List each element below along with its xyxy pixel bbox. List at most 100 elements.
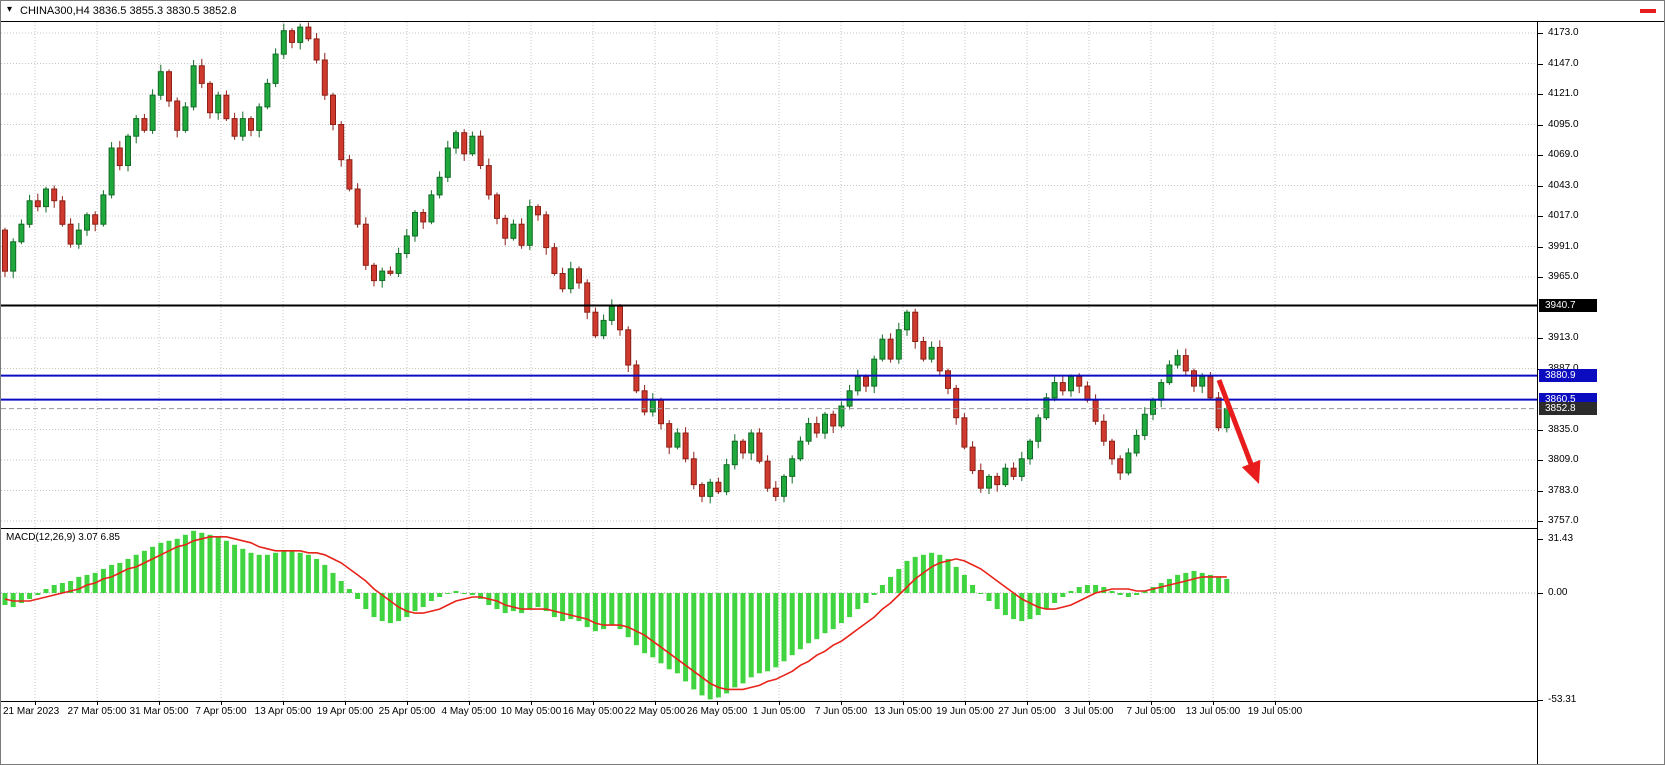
- candle: [1010, 462, 1017, 480]
- price-scale[interactable]: 4173.0 4147.0 4121.0 4095.0 4069.0 4043.0 4017…: [1537, 22, 1664, 764]
- panel-splitter[interactable]: [1, 528, 1664, 529]
- candle: [338, 121, 345, 167]
- candle: [1051, 376, 1058, 402]
- candle: [215, 91, 222, 120]
- candle: [772, 481, 779, 502]
- candle: [2, 227, 8, 277]
- candle: [346, 155, 353, 192]
- down-arrow-annotation[interactable]: [1216, 379, 1261, 484]
- time-scale[interactable]: 21 Mar 2023 27 Mar 05:00 31 Mar 05:00 7 Apr…: [1, 702, 1537, 764]
- candle: [756, 428, 763, 464]
- macd-signal-line: [4, 536, 1227, 691]
- price-chart-panel[interactable]: [1, 22, 1537, 529]
- candle: [67, 218, 74, 248]
- candle: [502, 214, 509, 246]
- candle: [1035, 414, 1042, 449]
- time-tick-mark: [1151, 702, 1152, 705]
- candle: [740, 438, 746, 459]
- price-tick-label: 4095.0: [1548, 118, 1579, 130]
- candle: [871, 355, 878, 394]
- bottom-border: [1, 701, 1664, 702]
- time-tick-mark: [1275, 702, 1276, 705]
- price-tick-label: 4043.0: [1548, 179, 1579, 191]
- macd-tick-label: -53.31: [1548, 694, 1577, 706]
- candle: [559, 267, 566, 293]
- candle: [485, 158, 492, 200]
- candle: [330, 92, 336, 131]
- main-grid: [1, 22, 1537, 529]
- candle: [321, 52, 328, 100]
- candle: [969, 441, 976, 475]
- price-tick-mark: [1538, 277, 1543, 278]
- time-tick-label: 1 Jun 05:00: [752, 706, 806, 717]
- candle: [84, 212, 90, 236]
- macd-indicator-label: MACD(12,26,9) 3.07 6.85: [6, 532, 120, 543]
- candle: [789, 455, 796, 484]
- price-tick-label: 3913.0: [1548, 332, 1579, 343]
- time-tick-mark: [965, 702, 966, 705]
- time-tick-label: 7 Apr 05:00: [195, 706, 247, 717]
- price-level-badge[interactable]: 3940.7: [1539, 298, 1597, 312]
- candle: [141, 113, 148, 133]
- candle: [994, 472, 1001, 492]
- candle: [526, 199, 533, 250]
- candle: [469, 131, 476, 157]
- price-tick-label: 4069.0: [1548, 149, 1579, 160]
- candle: [1002, 463, 1009, 487]
- candle: [231, 112, 238, 140]
- candle: [625, 326, 632, 372]
- macd-indicator-panel[interactable]: [1, 529, 1537, 701]
- candle: [198, 58, 205, 89]
- candle: [305, 22, 312, 42]
- candle: [108, 142, 115, 199]
- candle: [34, 193, 41, 212]
- candle: [633, 360, 640, 394]
- candle: [18, 219, 25, 245]
- red-marker-icon: [1640, 9, 1656, 13]
- time-tick-label: 7 Jul 05:00: [1126, 706, 1176, 717]
- candle: [510, 219, 517, 241]
- candle: [395, 247, 402, 277]
- candle: [953, 384, 960, 425]
- price-level-badge[interactable]: 3852.8: [1539, 401, 1597, 415]
- candle: [412, 210, 418, 242]
- candle: [1117, 455, 1124, 480]
- time-tick-label: 27 Mar 05:00: [67, 706, 127, 717]
- candle: [1182, 348, 1189, 376]
- candle: [895, 322, 902, 364]
- chart-header: ▾ CHINA300,H4 3836.5 3855.3 3830.5 3852.…: [1, 1, 1664, 22]
- time-tick-mark: [841, 702, 842, 705]
- price-tick-label: 3783.0: [1548, 484, 1579, 496]
- candle: [436, 171, 443, 199]
- candle: [59, 196, 66, 227]
- candle: [567, 261, 574, 294]
- candle: [863, 374, 869, 392]
- candle: [822, 411, 828, 439]
- macd-tick-label: 0.00: [1548, 587, 1568, 598]
- time-tick-mark: [655, 702, 656, 705]
- candle: [576, 266, 582, 289]
- price-tick-label: 3757.0: [1548, 515, 1579, 526]
- price-tick-mark: [1538, 185, 1543, 187]
- candle: [781, 474, 787, 503]
- candle: [813, 416, 820, 438]
- candle: [1191, 368, 1197, 392]
- candle: [961, 413, 968, 450]
- candle: [551, 243, 558, 276]
- candle: [846, 384, 853, 410]
- time-tick-mark: [469, 702, 470, 705]
- price-level-badge[interactable]: 3880.9: [1539, 368, 1597, 382]
- candle: [543, 211, 550, 255]
- candle: [280, 23, 287, 59]
- candle: [1109, 438, 1115, 465]
- candle: [1158, 379, 1165, 408]
- price-tick-label: 4173.0: [1548, 27, 1579, 38]
- candle: [289, 28, 295, 49]
- candle: [494, 192, 500, 225]
- candle: [617, 304, 623, 336]
- symbol-dropdown-icon[interactable]: ▾: [7, 4, 13, 15]
- time-tick-label: 22 May 05:00: [624, 706, 686, 717]
- time-tick-label: 21 Mar 2023: [3, 706, 60, 717]
- candle: [182, 102, 189, 133]
